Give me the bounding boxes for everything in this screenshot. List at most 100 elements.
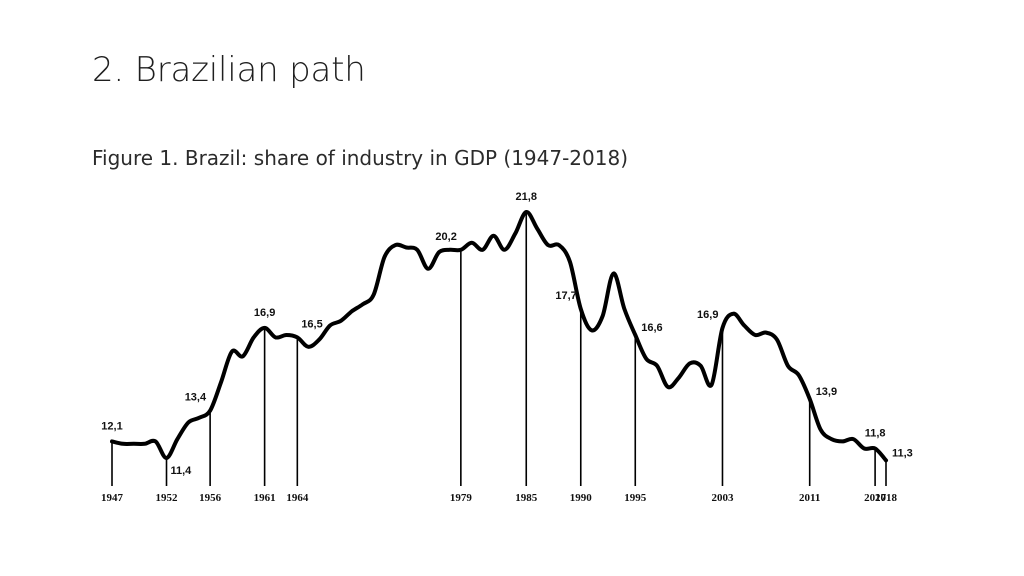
data-point-1959 bbox=[241, 354, 245, 358]
data-point-1952 bbox=[164, 456, 169, 460]
data-point-1999 bbox=[677, 375, 681, 380]
data-point-2007 bbox=[764, 331, 768, 335]
data-point-1995 bbox=[633, 333, 637, 337]
value-label-1990: 17,7 bbox=[555, 290, 576, 302]
year-label-1964: 1964 bbox=[286, 492, 309, 504]
data-point-1953 bbox=[175, 437, 180, 441]
data-point-1975 bbox=[415, 248, 419, 252]
data-point-2010 bbox=[797, 373, 801, 377]
data-point-1991 bbox=[590, 328, 594, 332]
value-label-1952: 11,4 bbox=[171, 465, 193, 477]
year-label-1985: 1985 bbox=[515, 492, 538, 504]
data-point-1983 bbox=[502, 248, 507, 252]
value-label-2011: 13,9 bbox=[816, 386, 837, 398]
data-point-1987 bbox=[546, 243, 550, 247]
data-point-1994 bbox=[622, 307, 626, 311]
data-point-2012 bbox=[818, 428, 823, 432]
data-point-1963 bbox=[284, 333, 289, 337]
year-label-1947: 1947 bbox=[101, 492, 124, 504]
data-point-1996 bbox=[644, 357, 648, 361]
data-point-1954 bbox=[186, 420, 190, 425]
data-point-1992 bbox=[600, 314, 605, 318]
data-point-1988 bbox=[557, 243, 561, 247]
data-point-2005 bbox=[742, 323, 746, 328]
data-point-2011 bbox=[808, 397, 812, 401]
data-point-1976 bbox=[426, 267, 430, 271]
data-point-1979 bbox=[459, 248, 463, 252]
data-point-1947 bbox=[110, 439, 114, 444]
data-point-2003 bbox=[720, 326, 725, 330]
data-point-1967 bbox=[328, 323, 332, 328]
data-point-2017 bbox=[873, 446, 877, 451]
data-point-2013 bbox=[829, 437, 834, 441]
figure-caption: Figure 1. Brazil: share of industry in G… bbox=[92, 146, 629, 170]
data-point-1956 bbox=[208, 409, 212, 413]
data-point-1960 bbox=[252, 335, 256, 339]
data-point-1974 bbox=[404, 245, 408, 250]
data-point-2000 bbox=[688, 361, 692, 365]
data-point-1980 bbox=[470, 241, 474, 245]
data-point-1972 bbox=[382, 255, 387, 259]
value-label-1956: 13,4 bbox=[185, 392, 207, 404]
data-point-1957 bbox=[219, 380, 223, 384]
year-label-1961: 1961 bbox=[254, 492, 276, 504]
data-point-2009 bbox=[786, 364, 790, 368]
data-point-1990 bbox=[579, 307, 583, 311]
data-point-1978 bbox=[448, 248, 452, 252]
data-point-1948 bbox=[121, 442, 125, 446]
data-point-1970 bbox=[361, 302, 365, 306]
data-point-1981 bbox=[481, 248, 485, 252]
data-point-1951 bbox=[154, 439, 158, 444]
value-label-1947: 12,1 bbox=[101, 420, 122, 432]
data-point-1969 bbox=[350, 309, 354, 313]
data-point-1949 bbox=[132, 442, 136, 446]
data-point-1961 bbox=[263, 326, 267, 330]
year-label-1995: 1995 bbox=[624, 492, 647, 504]
slide-title: 2. Brazilian path bbox=[92, 50, 366, 90]
data-point-2008 bbox=[775, 338, 779, 342]
value-label-1995: 16,6 bbox=[641, 322, 662, 334]
year-label-2018: 2018 bbox=[875, 492, 898, 504]
data-point-1985 bbox=[524, 210, 528, 214]
year-label-2011: 2011 bbox=[799, 492, 820, 504]
data-point-1982 bbox=[491, 234, 496, 238]
value-label-2018: 11,3 bbox=[892, 447, 913, 459]
data-point-1966 bbox=[317, 338, 321, 342]
data-point-1977 bbox=[437, 250, 441, 254]
data-point-2002 bbox=[709, 383, 714, 387]
data-point-1986 bbox=[535, 226, 539, 231]
value-label-1985: 21,8 bbox=[516, 191, 537, 203]
data-point-1971 bbox=[372, 293, 376, 297]
data-point-1950 bbox=[143, 442, 147, 446]
data-point-1955 bbox=[197, 416, 201, 420]
data-point-2014 bbox=[840, 439, 844, 444]
data-point-2016 bbox=[862, 446, 866, 451]
year-label-1952: 1952 bbox=[156, 492, 179, 504]
year-label-1956: 1956 bbox=[199, 492, 222, 504]
data-point-1993 bbox=[611, 271, 616, 276]
data-point-1968 bbox=[339, 319, 343, 323]
data-point-1962 bbox=[273, 335, 278, 339]
data-point-1958 bbox=[230, 349, 234, 354]
year-label-1979: 1979 bbox=[450, 492, 473, 504]
value-label-1961: 16,9 bbox=[254, 307, 275, 319]
year-label-2003: 2003 bbox=[711, 492, 734, 504]
value-label-2017: 11,8 bbox=[865, 428, 886, 440]
data-point-2006 bbox=[753, 333, 757, 337]
value-label-1979: 20,2 bbox=[435, 231, 456, 243]
data-point-1984 bbox=[513, 231, 517, 235]
data-point-1965 bbox=[306, 345, 310, 349]
value-label-1964: 16,5 bbox=[301, 318, 322, 330]
data-point-2018 bbox=[884, 458, 888, 462]
data-point-2001 bbox=[699, 364, 703, 368]
data-point-1989 bbox=[568, 260, 572, 264]
series-line bbox=[110, 210, 888, 463]
data-point-2015 bbox=[851, 437, 855, 441]
year-label-2017: 2017 bbox=[864, 492, 887, 504]
data-point-2004 bbox=[731, 312, 735, 316]
data-point-1973 bbox=[393, 243, 398, 247]
data-point-1998 bbox=[666, 385, 670, 389]
value-label-2003: 16,9 bbox=[697, 309, 718, 321]
data-point-1964 bbox=[295, 335, 299, 339]
